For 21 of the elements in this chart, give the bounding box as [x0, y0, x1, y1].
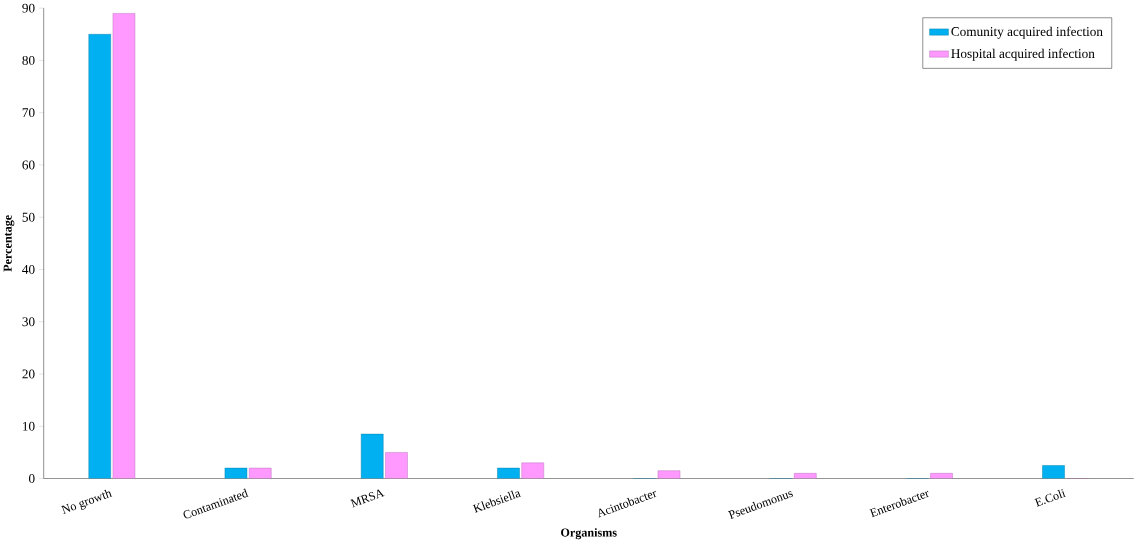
y-tick-label: 70 [22, 108, 35, 118]
x-tick-label: MRSA [350, 489, 385, 508]
y-tick-label: 40 [22, 265, 35, 274]
y-tick-label: 10 [23, 421, 35, 431]
legend-label: Comunity acquired infection [951, 26, 1103, 39]
y-tick-label: 60 [22, 160, 35, 170]
y-tick-label: 30 [22, 317, 35, 327]
bar [360, 433, 384, 479]
y-tick-label: 50 [22, 212, 35, 222]
x-tick-label: No growth [60, 489, 113, 514]
y-tick-label: 20 [22, 369, 35, 379]
bar [385, 452, 408, 479]
y-axis-title: Percentage [3, 215, 15, 272]
y-tick-label: 80 [22, 55, 35, 65]
legend-label: Hospital acquired infection [951, 48, 1095, 61]
y-tick-label: 90 [22, 3, 35, 13]
bar [88, 34, 111, 479]
x-axis-title: Organisms [561, 528, 617, 540]
bar [112, 13, 136, 479]
x-tick-label: E.Coli [1034, 489, 1066, 507]
y-tick-label: 0 [28, 474, 35, 484]
